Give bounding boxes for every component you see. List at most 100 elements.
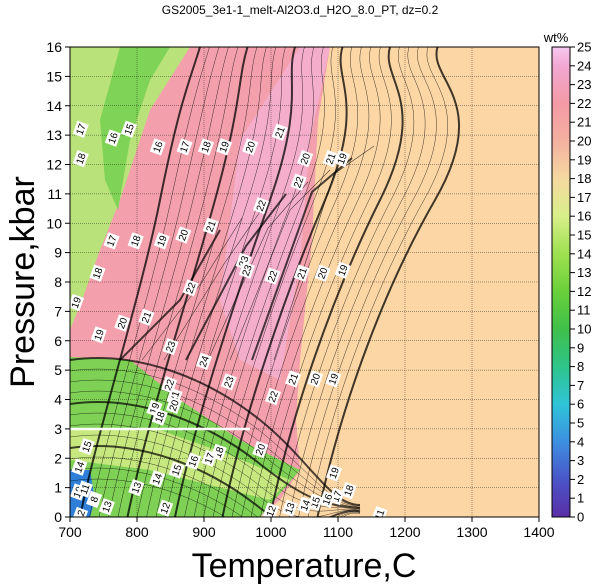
low-p-contour-9 — [70, 456, 361, 517]
contour-label-text-33: 24 — [198, 354, 212, 369]
contour-label-bg-12 — [322, 149, 339, 168]
contour-label-47: 17 — [201, 449, 218, 467]
colorbar-tick-label-22: 22 — [577, 96, 591, 111]
contour-label-2: 16 — [104, 129, 121, 147]
contour-label-text-2: 16 — [107, 131, 121, 146]
contour-label-64: 8 — [86, 490, 103, 509]
contour-label-text-45: 20 — [254, 442, 268, 457]
y-tick-label-1: 1 — [54, 480, 62, 496]
colorbar-ticks: 0123456789101112131415161718192021222324… — [570, 40, 591, 525]
contour-label-bg-22 — [238, 261, 255, 279]
y-tick-label-4: 4 — [54, 392, 62, 408]
contour-label-15: 21 — [202, 217, 219, 235]
contour-label-57: 15 — [307, 493, 323, 511]
contour-label-bg-63 — [98, 498, 115, 516]
contour-label-3: 16 — [149, 138, 166, 156]
contour-label-bg-50 — [149, 470, 166, 488]
contour-label-50: 14 — [149, 470, 166, 488]
contour-label-59: 13 — [281, 499, 298, 517]
contour-label-text-36: 21 — [287, 372, 301, 387]
colorbar-tick-label-7: 7 — [577, 378, 584, 393]
colorbar-tick-label-16: 16 — [577, 209, 591, 224]
contour-label-6: 19 — [216, 138, 232, 156]
contour-label-text-16: 20 — [177, 228, 191, 243]
contour-label-text-39: 22 — [163, 378, 177, 393]
y-tick-label-14: 14 — [46, 98, 62, 114]
colorbar-tick-label-12: 12 — [577, 284, 591, 299]
contour-label-bg-35 — [264, 387, 282, 406]
contour-label-bg-24 — [293, 264, 310, 282]
colorbar-tick-label-3: 3 — [577, 453, 584, 468]
contour-label-43: 18 — [151, 408, 168, 426]
contour-label-text-67: 12 — [74, 508, 88, 523]
contour-label-text-12: 21 — [324, 151, 338, 166]
contour-label-text-6: 19 — [218, 140, 232, 155]
x-tick-label-3: 1000 — [255, 524, 286, 540]
x-tick-label-0: 700 — [58, 524, 82, 540]
contour-label-23: 22 — [264, 267, 281, 285]
contour-label-bg-9 — [72, 149, 89, 168]
chevron-contour-6 — [251, 157, 353, 361]
x-tick-label-7: 1400 — [523, 524, 554, 540]
contour-line-23 — [298, 47, 437, 517]
contour-label-38: 19 — [325, 370, 341, 388]
contour-label-bg-8 — [271, 123, 288, 141]
colorbar-tick-label-24: 24 — [577, 58, 591, 73]
contour-line-10 — [174, 47, 296, 517]
y-tick-label-11: 11 — [47, 186, 62, 202]
contour-label-51: 14 — [71, 458, 88, 476]
contour-label-text-61: 11 — [374, 508, 388, 522]
contour-label-28: 21 — [138, 308, 155, 326]
contour-label-text-27: 22 — [184, 281, 198, 296]
y-tick-label-16: 16 — [46, 39, 62, 55]
contour-label-text-50: 14 — [151, 472, 165, 487]
colorbar-tick-label-11: 11 — [577, 303, 591, 318]
y-tick-label-13: 13 — [46, 127, 62, 143]
contour-label-bg-45 — [252, 440, 269, 459]
contour-label-bg-32 — [162, 337, 179, 356]
contour-line-22 — [288, 47, 426, 517]
contour-label-bg-23 — [264, 267, 281, 285]
y-tick-label-5: 5 — [54, 362, 62, 378]
contour-label-4: 17 — [176, 138, 193, 156]
contour-label-text-63: 13 — [101, 500, 115, 515]
contour-line-19 — [260, 47, 392, 517]
contour-label-text-38: 19 — [327, 372, 341, 387]
contour-label-bg-19 — [103, 232, 120, 250]
contour-label-41: 20 — [165, 396, 182, 415]
colorbar-tick-label-23: 23 — [577, 77, 591, 92]
contour-label-bg-37 — [307, 370, 324, 388]
contour-label-text-48: 16 — [187, 454, 201, 469]
y-tick-label-10: 10 — [46, 215, 62, 231]
contour-line-5 — [126, 47, 249, 517]
contour-label-bg-53 — [325, 464, 343, 482]
contour-label-text-66: 11 — [79, 482, 93, 496]
contour-label-text-4: 17 — [178, 140, 192, 155]
contour-label-text-54: 18 — [343, 483, 357, 498]
contour-line-24 — [307, 47, 448, 517]
upper-left-green-wedge — [100, 47, 170, 210]
contour-label-text-17: 19 — [156, 234, 170, 249]
contour-label-12: 21 — [322, 149, 339, 168]
colorbar-tick-label-17: 17 — [577, 190, 591, 205]
x-tick-label-1: 800 — [125, 524, 149, 540]
contour-label-bg-64 — [86, 490, 103, 509]
colorbar: wt% 012345678910111213141516171819202122… — [543, 30, 592, 525]
contour-label-text-9: 18 — [75, 151, 89, 166]
y-tick-label-12: 12 — [46, 157, 62, 173]
contour-line-9 — [165, 47, 286, 517]
contour-label-63: 13 — [98, 498, 115, 516]
contour-label-25: 20 — [314, 264, 331, 282]
contour-label-bg-25 — [314, 264, 331, 282]
contour-label-bg-27 — [182, 279, 199, 297]
contour-label-bg-5 — [197, 138, 215, 156]
x-tick-label-2: 900 — [192, 524, 216, 540]
y-axis-title: Pressure,kbar — [4, 176, 42, 388]
colorbar-tick-label-5: 5 — [577, 416, 584, 431]
contour-label-bg-60 — [262, 502, 280, 517]
contour-label-bg-43 — [151, 408, 168, 426]
contour-label-text-44: 15 — [81, 439, 95, 454]
contour-label-19: 17 — [103, 232, 120, 250]
contour-label-bg-15 — [202, 217, 219, 235]
contour-label-10: 20 — [297, 149, 313, 168]
